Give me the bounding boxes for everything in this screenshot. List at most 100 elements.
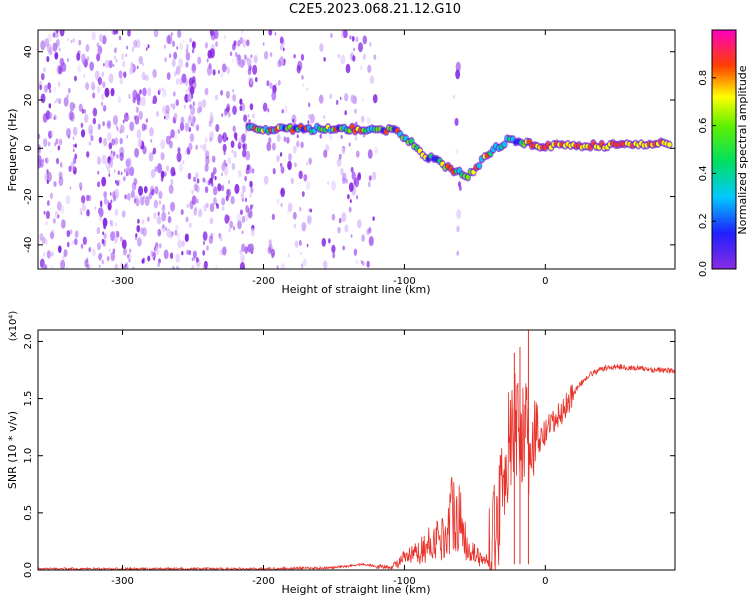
- heatmap-cell: [83, 113, 89, 123]
- heatmap-cell: [222, 246, 227, 256]
- heatmap-cell: [48, 103, 52, 109]
- heatmap-cell: [108, 248, 111, 253]
- heatmap-cell: [293, 54, 296, 59]
- colorbar-tick-label: 0.6: [698, 118, 709, 134]
- heatmap-cell: [276, 197, 280, 205]
- heatmap-cell: [115, 125, 118, 129]
- heatmap-cell: [456, 209, 462, 220]
- heatmap-cell: [224, 214, 230, 224]
- heatmap-cell: [43, 210, 46, 215]
- heatmap-cell: [133, 39, 138, 48]
- heatmap-cell: [331, 213, 336, 221]
- heatmap-cell: [231, 58, 234, 63]
- bottom-x-axis: -300 -200 -100 0: [111, 330, 549, 587]
- heatmap-cell: [174, 229, 178, 236]
- heatmap-cell: [278, 56, 284, 67]
- heatmap-cell: [268, 239, 272, 247]
- heatmap-cell: [74, 143, 77, 148]
- heatmap-cell: [348, 206, 352, 213]
- heatmap-cell: [292, 118, 295, 123]
- ridge-point: [476, 163, 482, 169]
- heatmap-cell: [191, 119, 195, 127]
- heatmap-cell: [74, 153, 78, 160]
- heatmap-cell: [338, 153, 342, 160]
- heatmap-cell: [60, 219, 66, 229]
- heatmap-cell: [210, 171, 215, 179]
- heatmap-cell: [267, 246, 272, 255]
- heatmap-cell: [100, 101, 104, 107]
- heatmap-cell: [57, 214, 60, 219]
- heatmap-cell: [136, 129, 142, 139]
- heatmap-cell: [92, 107, 98, 117]
- heatmap-cell: [85, 44, 90, 53]
- heatmap-cell: [280, 262, 286, 269]
- heatmap-cell: [63, 249, 68, 258]
- heatmap-cell: [205, 155, 210, 165]
- heatmap-cell: [150, 169, 156, 179]
- heatmap-cell: [204, 42, 209, 49]
- heatmap-cell: [241, 133, 246, 143]
- heatmap-cell: [246, 164, 250, 171]
- heatmap-cell: [58, 138, 63, 146]
- heatmap-cell: [151, 188, 155, 196]
- heatmap-cell: [220, 71, 224, 78]
- heatmap-cell: [185, 51, 191, 61]
- heatmap-cell: [209, 131, 214, 141]
- heatmap-cell: [184, 122, 190, 132]
- top-x-axis: -300 -200 -100 0: [111, 30, 549, 287]
- heatmap-cell: [47, 141, 51, 147]
- heatmap-cell: [323, 260, 328, 269]
- heatmap-cell: [200, 144, 203, 149]
- heatmap-cell: [126, 157, 132, 168]
- heatmap-cell: [103, 197, 108, 205]
- heatmap-cell: [40, 40, 46, 51]
- heatmap-cell: [350, 94, 355, 104]
- heatmap-cell: [111, 30, 116, 35]
- heatmap-cell: [223, 150, 226, 156]
- heatmap-cell: [141, 258, 144, 264]
- heatmap-cell: [281, 109, 284, 114]
- heatmap-cell: [168, 184, 174, 195]
- heatmap-cell: [72, 136, 75, 141]
- heatmap-cell: [169, 252, 174, 260]
- x-tick-label: -100: [393, 276, 416, 287]
- bottom-y-scale-note: (x10⁴): [8, 311, 19, 342]
- heatmap-cell: [49, 149, 52, 153]
- heatmap-cell: [191, 257, 194, 261]
- heatmap-cell: [166, 72, 171, 80]
- heatmap-cell: [152, 147, 157, 155]
- heatmap-cell: [48, 47, 53, 56]
- heatmap-cell: [171, 265, 175, 269]
- heatmap-cell: [344, 224, 349, 233]
- heatmap-cell: [98, 208, 104, 218]
- heatmap-cell: [239, 58, 245, 69]
- heatmap-cell: [58, 98, 62, 105]
- heatmap-cell: [108, 142, 113, 150]
- heatmap-cell: [209, 30, 214, 37]
- heatmap-cell: [125, 53, 128, 58]
- heatmap-cell: [169, 231, 173, 240]
- heatmap-cell: [175, 78, 180, 85]
- heatmap-cell: [60, 259, 66, 269]
- heatmap-cell: [354, 177, 360, 188]
- bottom-plot-frame: [37, 329, 676, 571]
- heatmap-cell: [308, 208, 311, 213]
- heatmap-cell: [127, 30, 131, 37]
- heatmap-cell: [232, 93, 237, 102]
- top-y-axis: -40 -20 0 20 40: [23, 45, 675, 253]
- heatmap-cell: [98, 264, 101, 268]
- heatmap-cell: [226, 188, 231, 198]
- heatmap-cell: [332, 252, 336, 259]
- heatmap-cell: [119, 137, 123, 145]
- heatmap-cell: [342, 172, 347, 182]
- heatmap-cell: [192, 41, 195, 48]
- heatmap-cell: [114, 208, 119, 217]
- heatmap-cell: [329, 133, 333, 141]
- heatmap-cell: [294, 162, 297, 168]
- heatmap-cell: [299, 206, 302, 212]
- heatmap-cell: [160, 217, 164, 223]
- heatmap-cell: [250, 228, 255, 237]
- heatmap-cell: [131, 65, 134, 71]
- heatmap-cell: [107, 166, 111, 173]
- heatmap-cell: [188, 142, 193, 151]
